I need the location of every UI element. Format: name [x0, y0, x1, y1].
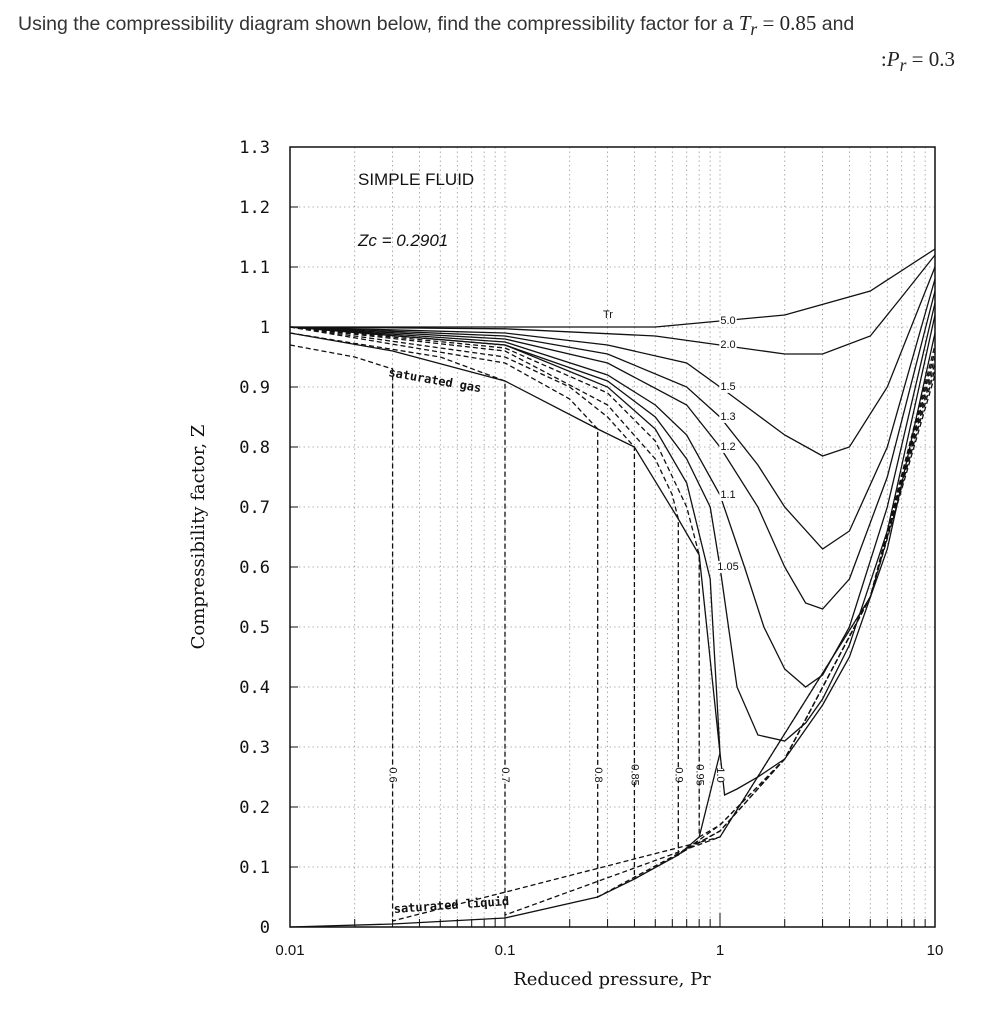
y-axis-label: Compressibility factor, Z	[188, 425, 209, 650]
y-tick-label: 1	[260, 318, 270, 338]
tr-header-label: Tr	[603, 309, 613, 321]
y-tick-label: 0.9	[239, 378, 270, 398]
series-label: 0.7	[499, 767, 511, 782]
series-label-bg	[719, 440, 737, 453]
pr-prefix: :	[880, 47, 887, 72]
y-tick-label: 0.6	[239, 558, 270, 578]
series-label: 1.0	[714, 767, 726, 782]
series-label-bg	[589, 768, 607, 781]
series-label-bg	[669, 768, 687, 781]
tr-subscript: r	[750, 19, 758, 40]
series-label-bg	[719, 380, 737, 393]
series-line	[289, 326, 936, 796]
chart-ticks: 0 0.1 0.2 0.3 0.4 0.5 0.6 0.7 0.8 0.9 1 1.1 1.2 1.3 0.…	[239, 138, 943, 959]
question-line-2: :Pr = 0.3	[18, 44, 963, 80]
series-label: 1.2	[720, 441, 735, 453]
plot-frame	[289, 146, 936, 928]
saturated-liquid-label: saturated liquid	[393, 894, 509, 916]
tr-symbol: T	[738, 11, 751, 35]
series-label-bg	[719, 314, 737, 327]
question-prefix-text: Using the compressibility diagram shown …	[18, 13, 739, 35]
y-tick-label: 0.2	[239, 798, 270, 818]
series-line	[289, 326, 936, 899]
y-tick-label: 0.3	[239, 738, 270, 758]
series-line	[289, 332, 936, 916]
tr-value: = 0.85	[757, 11, 817, 35]
saturated-gas-label: saturated gas	[387, 365, 482, 395]
series-line	[289, 344, 936, 922]
series-label-bg	[716, 560, 740, 573]
chart-curves: 5.0 2.0 1.5 1.3 1.2 1.1 1.05 1.0 0.95 0.9 0.85 0.8 0…	[289, 248, 936, 928]
chart-title: SIMPLE FLUID	[358, 170, 474, 189]
series-label: 0.8	[592, 767, 604, 782]
series-label: 0.6	[387, 767, 399, 782]
x-tick-label: 0.01	[275, 942, 304, 959]
pr-symbol: P	[886, 47, 900, 72]
series-label-bg	[719, 410, 737, 423]
series-line	[289, 266, 936, 457]
y-tick-label: 1.3	[239, 138, 270, 158]
series-label-bg	[719, 338, 737, 351]
chart-subtitle: Zc = 0.2901	[357, 231, 448, 250]
y-tick-label: 0.7	[239, 498, 270, 518]
series-label: 1.3	[720, 411, 735, 423]
series-label-bg	[719, 488, 737, 501]
series-line	[289, 326, 936, 839]
y-tick-label: 0.8	[239, 438, 270, 458]
series-label-bg	[687, 768, 711, 781]
series-line	[289, 314, 936, 742]
series-label: 0.95	[693, 764, 705, 785]
question-line-1: Using the compressibility diagram shown …	[18, 8, 963, 44]
series-label: 2.0	[720, 339, 735, 351]
series-line	[289, 254, 936, 355]
pr-value: = 0.3	[906, 47, 955, 72]
series-label: 0.85	[629, 764, 641, 785]
y-tick-label: 1.1	[239, 258, 270, 278]
series-label-bg	[383, 768, 402, 781]
y-tick-label: 0.1	[239, 858, 270, 878]
x-tick-label: 0.1	[495, 942, 516, 959]
series-label-bg	[496, 768, 514, 781]
pr-expression: :Pr = 0.3	[880, 47, 955, 75]
chart-grid	[289, 146, 935, 928]
series-label: 0.9	[672, 767, 684, 782]
series-line	[289, 332, 721, 754]
series-line	[289, 752, 721, 928]
pr-subscript: r	[899, 55, 907, 76]
series-line	[289, 290, 936, 610]
and-word: and	[816, 13, 855, 35]
question-text: Using the compressibility diagram shown …	[18, 8, 963, 80]
y-tick-label: 0	[260, 918, 270, 938]
y-tick-label: 0.5	[239, 618, 270, 638]
series-label-bg	[622, 768, 647, 781]
x-tick-label: 1	[716, 942, 724, 959]
series-label: 1.05	[717, 561, 738, 573]
tr-expression: Tr = 0.85	[738, 11, 817, 39]
series-label: 1.1	[720, 489, 735, 501]
x-tick-label: 10	[927, 942, 944, 959]
series-line	[289, 326, 936, 881]
y-tick-label: 1.2	[239, 198, 270, 218]
x-axis-label: Reduced pressure, Pr	[513, 969, 711, 990]
y-tick-label: 0.4	[239, 678, 270, 698]
series-label: 1.5	[720, 381, 735, 393]
series-line	[289, 278, 936, 550]
series-line	[289, 302, 936, 688]
series-label: 5.0	[720, 315, 735, 327]
